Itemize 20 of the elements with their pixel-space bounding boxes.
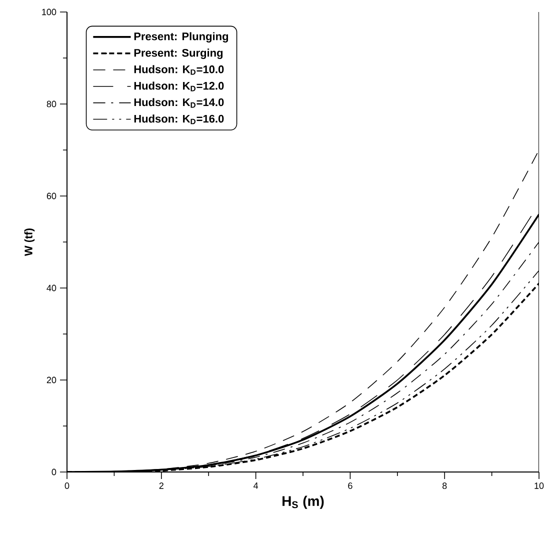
x-tick-label: 4: [254, 482, 258, 489]
legend-label: Present: Surging: [134, 48, 223, 59]
y-tick-label: 100: [42, 8, 56, 16]
legend-label: Hudson: K$_{D}$=16.0: [134, 114, 224, 124]
y-tick-label: 60: [46, 192, 56, 200]
legend-label: Present: Plunging: [134, 32, 228, 42]
legend-label: Hudson: K$_{D}$=12.0: [134, 82, 224, 92]
y-axis-title: W (tf): [24, 228, 35, 256]
y-tick-label: 40: [46, 284, 56, 292]
y-tick-label: 0: [52, 468, 56, 476]
x-tick-label: 8: [442, 482, 447, 489]
legend-label: Hudson: K$_{D}$=10.0: [134, 65, 224, 75]
y-tick-label: 80: [46, 100, 56, 108]
x-tick-label: 10: [534, 482, 544, 489]
x-axis-title: H$_{S}$ (m): [282, 496, 324, 509]
x-tick-label: 2: [159, 482, 164, 489]
y-tick-label: 20: [46, 376, 56, 384]
x-tick-label: 6: [348, 482, 352, 489]
legend-label: Hudson: K$_{D}$=14.0: [134, 98, 224, 108]
x-tick-label: 0: [64, 482, 70, 489]
